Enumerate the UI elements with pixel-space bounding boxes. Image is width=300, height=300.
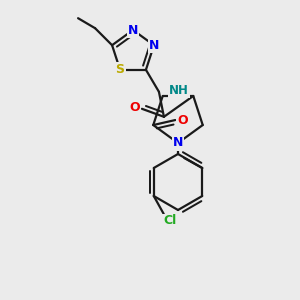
- Text: O: O: [177, 113, 188, 127]
- Text: N: N: [173, 136, 183, 149]
- Text: N: N: [149, 39, 159, 52]
- Text: N: N: [128, 23, 138, 37]
- Text: O: O: [130, 101, 140, 114]
- Text: Cl: Cl: [163, 214, 176, 227]
- Text: NH: NH: [169, 84, 189, 97]
- Text: S: S: [116, 63, 124, 76]
